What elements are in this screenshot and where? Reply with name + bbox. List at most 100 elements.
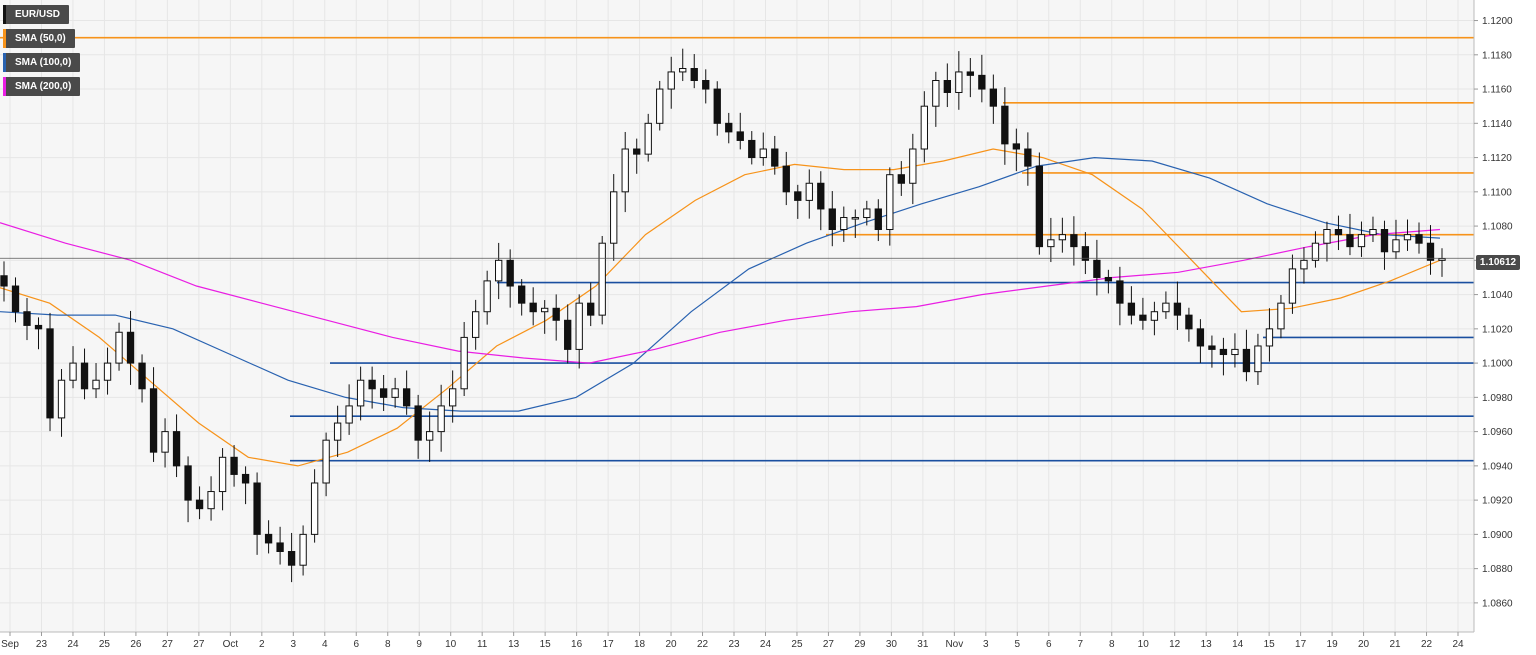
x-tick-label: 22 — [1421, 639, 1433, 650]
x-tick-label: 24 — [760, 639, 772, 650]
legend-sma-50-label: SMA (50,0) — [15, 33, 66, 44]
candle-body — [1173, 302, 1182, 316]
candle-body — [874, 208, 882, 231]
candle-body — [80, 362, 89, 390]
candle-body — [1288, 268, 1297, 304]
candle-body — [1392, 239, 1400, 253]
x-tick-label: 31 — [917, 639, 929, 650]
candle-body — [46, 328, 54, 419]
x-tick-label: 20 — [665, 639, 677, 650]
x-tick-label: 12 — [1169, 639, 1181, 650]
candle-body — [644, 122, 652, 155]
candle-body — [1104, 276, 1113, 282]
candle-body — [1346, 234, 1354, 248]
candle-body — [1081, 246, 1090, 261]
candle-body — [379, 388, 388, 398]
candle-body — [1254, 345, 1262, 373]
candle-body — [1127, 302, 1136, 316]
candle-body — [1323, 229, 1331, 244]
candle-body — [495, 259, 503, 282]
candle-body — [1265, 328, 1274, 347]
candle-body — [966, 71, 974, 76]
plot-background — [0, 0, 1474, 632]
candle-body — [34, 324, 43, 330]
y-tick-label: 1.0920 — [1482, 496, 1513, 507]
legend-sma-100[interactable]: SMA (100,0) — [3, 53, 81, 72]
candle-body — [920, 105, 928, 150]
legend: EUR/USD SMA (50,0) SMA (100,0) SMA (200,… — [3, 5, 81, 101]
candle-body — [425, 431, 434, 441]
candle-body — [1311, 242, 1320, 261]
x-tick-label: 15 — [540, 639, 552, 650]
candle-body — [1196, 328, 1205, 347]
candle-body — [218, 456, 227, 493]
legend-symbol-label: EUR/USD — [15, 9, 61, 20]
candle-body — [57, 379, 66, 419]
y-tick-label: 1.0940 — [1482, 461, 1513, 472]
candle-body — [333, 422, 342, 441]
candle-body — [23, 311, 31, 326]
x-tick-label: Nov — [945, 639, 963, 650]
x-tick-label: 24 — [1452, 639, 1464, 650]
candle-body — [276, 542, 284, 553]
candle-body — [679, 68, 687, 73]
x-tick-label: 3 — [983, 639, 989, 650]
candle-body — [955, 71, 963, 93]
candle-body — [667, 71, 675, 90]
candle-body — [713, 88, 721, 124]
x-tick-label: 21 — [1389, 639, 1401, 650]
candle-body — [863, 208, 871, 219]
x-tick-label: 13 — [508, 639, 520, 650]
x-tick-label: 23 — [728, 639, 740, 650]
candle-body — [92, 379, 100, 390]
x-tick-label: Sep — [1, 639, 19, 650]
y-tick-label: 1.0860 — [1482, 598, 1513, 609]
x-tick-label: 22 — [697, 639, 709, 650]
candle-body — [149, 388, 158, 453]
legend-sma-200[interactable]: SMA (200,0) — [3, 77, 81, 96]
legend-symbol[interactable]: EUR/USD — [3, 5, 70, 24]
candle-body — [1403, 234, 1412, 241]
x-tick-label: 20 — [1358, 639, 1370, 650]
candle-body — [195, 499, 204, 510]
candle-body — [126, 331, 135, 364]
candle-body — [575, 302, 583, 350]
candle-body — [748, 139, 756, 159]
y-tick-label: 1.0980 — [1482, 393, 1513, 404]
candle-body — [909, 148, 917, 184]
candle-body — [1047, 239, 1055, 248]
candle-body — [1242, 348, 1251, 373]
y-tick-label: 1.1180 — [1482, 50, 1512, 61]
candle-body — [483, 280, 491, 313]
x-tick-label: 14 — [1232, 639, 1244, 650]
candle-body — [1208, 345, 1216, 350]
candle-body — [322, 439, 330, 484]
legend-sma-50[interactable]: SMA (50,0) — [3, 29, 75, 48]
x-tick-label: 27 — [823, 639, 835, 650]
y-tick-label: 1.1160 — [1482, 85, 1512, 96]
candle-body — [529, 302, 537, 313]
candle-body — [69, 362, 77, 381]
grid-lines — [0, 0, 1474, 632]
last-price-tag: 1.10612 — [1476, 255, 1520, 270]
candle-body — [1357, 234, 1366, 248]
x-tick-label: 5 — [1015, 639, 1021, 650]
candle-body — [541, 307, 549, 313]
y-tick-label: 1.1000 — [1482, 359, 1513, 370]
candle-body — [103, 362, 112, 381]
candle-body — [794, 191, 802, 201]
y-tick-label: 1.0960 — [1482, 427, 1513, 438]
candle-body — [598, 242, 606, 316]
candle-body — [1001, 105, 1009, 145]
candle-body — [368, 379, 376, 390]
x-tick-label: 8 — [385, 639, 391, 650]
y-tick-label: 1.1020 — [1482, 324, 1513, 335]
candle-body — [1024, 148, 1032, 167]
candle-body — [633, 148, 641, 155]
candle-body — [759, 148, 767, 159]
candle-body — [1185, 314, 1193, 330]
x-tick-label: 27 — [193, 639, 205, 650]
horizontal-levels — [0, 36, 1474, 462]
candle-body — [1438, 258, 1446, 261]
